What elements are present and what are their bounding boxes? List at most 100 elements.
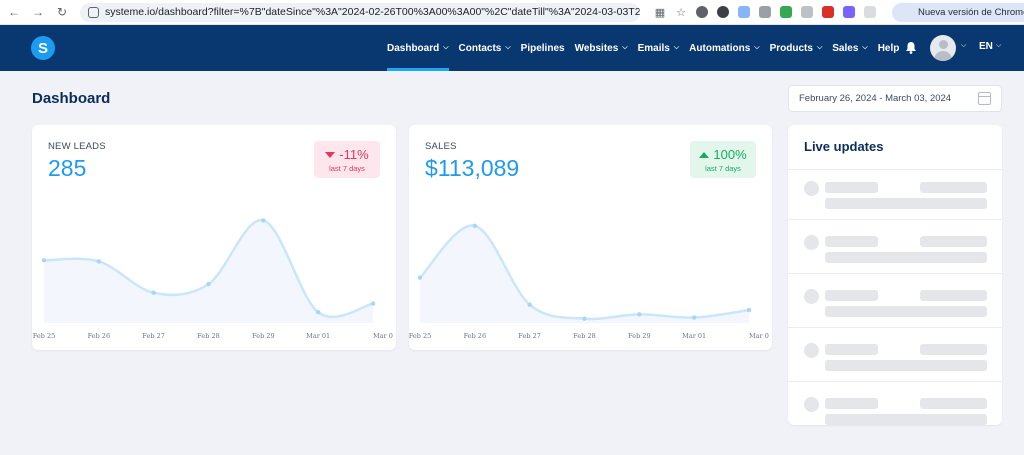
top-navigation: S Dashboard ⌵ Contacts ⌵ Pipelines Website… bbox=[0, 25, 1024, 71]
extension-shield-icon[interactable] bbox=[696, 6, 708, 18]
chart-point bbox=[637, 312, 642, 317]
extension-red-icon[interactable] bbox=[822, 6, 834, 18]
nav-label: Dashboard bbox=[387, 42, 440, 54]
chart-point bbox=[206, 281, 211, 287]
live-update-placeholder bbox=[788, 289, 1002, 347]
chart-point bbox=[691, 315, 697, 320]
chevron-down-icon[interactable]: ⌵ bbox=[961, 42, 967, 49]
chart-point bbox=[527, 302, 532, 307]
card-label: SALES bbox=[425, 141, 457, 152]
address-bar[interactable]: systeme.io/dashboard?filter=%7B"dateSinc… bbox=[80, 2, 640, 22]
change-badge: 100% last 7 days bbox=[690, 141, 756, 178]
avatar[interactable] bbox=[930, 35, 956, 61]
x-tick-label: Mar 0 bbox=[749, 332, 769, 340]
date-range-value: February 26, 2024 - March 03, 2024 bbox=[799, 93, 952, 104]
chart-area bbox=[420, 225, 749, 323]
live-update-placeholder bbox=[788, 397, 1002, 455]
sales-chart: Feb 25 Feb 26 Feb 27 Feb 28 Feb 29 Mar 01 Mar … bbox=[409, 223, 769, 340]
forward-icon[interactable]: → bbox=[32, 5, 44, 19]
date-range-picker[interactable]: February 26, 2024 - March 03, 2024 bbox=[788, 85, 1002, 112]
chart-point bbox=[315, 310, 321, 315]
chevron-down-icon: ⌵ bbox=[622, 44, 628, 51]
x-tick-label: Feb 28 bbox=[197, 332, 220, 340]
bookmark-star-icon[interactable]: ☆ bbox=[676, 6, 686, 19]
arrow-down-icon bbox=[325, 151, 336, 158]
chevron-down-icon: ⌵ bbox=[505, 44, 511, 51]
chart-area bbox=[44, 220, 373, 323]
nav-item-emails[interactable]: Emails ⌵ bbox=[638, 25, 680, 71]
translate-icon[interactable]: ▦ bbox=[654, 6, 666, 19]
x-tick-label: Feb 25 bbox=[33, 332, 56, 340]
chart-point bbox=[370, 301, 376, 306]
x-tick-label: Feb 27 bbox=[142, 332, 165, 340]
card-value: $113,089 bbox=[425, 155, 520, 181]
language-selector[interactable]: EN bbox=[979, 41, 993, 52]
live-update-placeholder bbox=[788, 181, 1002, 239]
arrow-up-icon bbox=[699, 151, 710, 158]
x-tick-label: Feb 26 bbox=[88, 332, 111, 340]
extensions-puzzle-icon[interactable] bbox=[864, 6, 876, 18]
page-title: Dashboard bbox=[32, 90, 111, 107]
card-value: 285 bbox=[48, 155, 87, 181]
x-tick-label: Feb 29 bbox=[252, 332, 274, 340]
nav-item-dashboard[interactable]: Dashboard ⌵ bbox=[387, 25, 449, 71]
main-menu: Dashboard ⌵ Contacts ⌵ Pipelines Websites ⌵… bbox=[387, 25, 909, 71]
nav-label: Products bbox=[769, 42, 813, 54]
live-updates-card: Live updates bbox=[788, 125, 1002, 425]
nav-item-websites[interactable]: Websites ⌵ bbox=[575, 25, 628, 71]
change-period: last 7 days bbox=[329, 164, 365, 173]
change-value: -11% bbox=[339, 147, 369, 162]
x-tick-label: Feb 26 bbox=[464, 332, 487, 340]
extension-play-icon[interactable] bbox=[801, 6, 813, 18]
change-value: 100% bbox=[713, 147, 747, 162]
chrome-update-button[interactable]: Nueva versión de Chrome disponible bbox=[892, 3, 1024, 22]
new-leads-card: NEW LEADS 285 -11% last 7 days Feb 25 Feb… bbox=[32, 125, 396, 350]
nav-label: Websites bbox=[574, 42, 619, 54]
divider bbox=[788, 169, 1002, 170]
nav-item-products[interactable]: Products ⌵ bbox=[770, 25, 823, 71]
bell-icon[interactable] bbox=[905, 41, 917, 54]
x-tick-label: Feb 25 bbox=[409, 332, 431, 340]
chevron-down-icon[interactable]: ⌵ bbox=[996, 42, 1002, 49]
chart-point bbox=[41, 258, 47, 263]
extension-code-icon[interactable] bbox=[759, 6, 771, 18]
x-tick-label: Mar 01 bbox=[306, 332, 330, 340]
nav-label: Help bbox=[877, 42, 900, 54]
nav-label: Pipelines bbox=[520, 42, 565, 54]
chart-point bbox=[417, 275, 423, 280]
nav-label: Automations bbox=[689, 42, 751, 54]
chart-point bbox=[96, 259, 102, 264]
chevron-down-icon: ⌵ bbox=[816, 44, 823, 51]
chart-point bbox=[472, 223, 478, 228]
chart-point bbox=[582, 316, 587, 321]
chart-point bbox=[151, 290, 156, 295]
x-tick-label: Mar 0 bbox=[373, 332, 393, 340]
extension-green-icon[interactable] bbox=[780, 6, 792, 18]
nav-label: Sales bbox=[832, 42, 859, 54]
sales-card: SALES $113,089 100% last 7 days Feb 25 Fe… bbox=[409, 125, 772, 350]
calendar-icon[interactable] bbox=[978, 92, 991, 105]
extension-doc-icon[interactable] bbox=[738, 6, 750, 18]
extension-purple-icon[interactable] bbox=[843, 6, 855, 18]
reload-icon[interactable]: ↻ bbox=[56, 5, 68, 19]
chart-point bbox=[746, 307, 752, 313]
x-tick-label: Feb 28 bbox=[573, 332, 596, 340]
x-tick-label: Feb 27 bbox=[518, 332, 541, 340]
nav-item-contacts[interactable]: Contacts ⌵ bbox=[459, 25, 511, 71]
change-badge: -11% last 7 days bbox=[314, 141, 380, 178]
nav-item-help[interactable]: Help bbox=[878, 25, 900, 71]
x-tick-label: Mar 01 bbox=[682, 332, 706, 340]
chevron-down-icon: ⌵ bbox=[862, 44, 868, 51]
nav-item-pipelines[interactable]: Pipelines bbox=[521, 25, 565, 71]
nav-item-sales[interactable]: Sales ⌵ bbox=[832, 25, 867, 71]
systeme-logo[interactable]: S bbox=[31, 36, 55, 60]
back-icon[interactable]: ← bbox=[8, 5, 20, 19]
nav-label: Emails bbox=[637, 42, 670, 54]
change-period: last 7 days bbox=[705, 164, 741, 173]
x-tick-label: Feb 29 bbox=[628, 332, 651, 340]
live-updates-title: Live updates bbox=[804, 139, 884, 154]
site-info-icon[interactable] bbox=[88, 6, 99, 18]
extension-dark-icon[interactable] bbox=[717, 6, 729, 18]
chart-point bbox=[261, 218, 266, 223]
nav-item-automations[interactable]: Automations ⌵ bbox=[689, 25, 759, 71]
